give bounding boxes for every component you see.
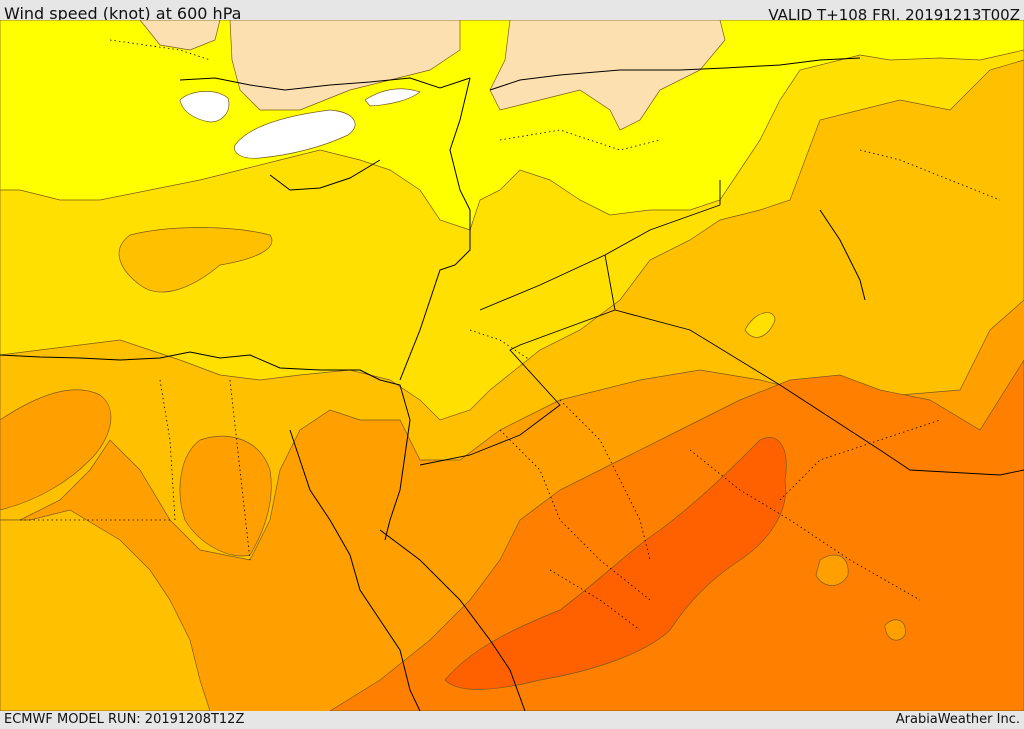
- field-peach-1: [229, 20, 461, 111]
- field-orange-west: [0, 389, 112, 511]
- field-orange-island-2: [884, 619, 906, 641]
- model-run: ECMWF MODEL RUN: 20191208T12Z: [4, 712, 245, 727]
- field-peach-3: [139, 20, 221, 51]
- wind-speed-map: [0, 20, 1024, 711]
- field-peach-2: [489, 20, 726, 131]
- field-gold-island: [744, 312, 776, 338]
- credit: ArabiaWeather Inc.: [895, 712, 1020, 727]
- field-orange-egypt: [179, 436, 272, 557]
- map-footer: ECMWF MODEL RUN: 20191208T12Z ArabiaWeat…: [0, 711, 1024, 729]
- field-white-2: [234, 109, 356, 159]
- coastlines: [0, 57, 866, 711]
- map-title: Wind speed (knot) at 600 hPa: [4, 4, 242, 23]
- map-header: Wind speed (knot) at 600 hPa VALID T+108…: [0, 0, 1024, 24]
- province-borders: [20, 39, 1001, 631]
- field-amber-blob: [118, 227, 273, 293]
- field-white-3: [364, 88, 421, 107]
- country-borders: [419, 180, 1024, 476]
- field-white-1: [179, 91, 230, 123]
- valid-time: VALID T+108 FRI. 20191213T00Z: [768, 6, 1020, 24]
- field-amber-sw: [0, 509, 211, 711]
- field-red-orange: [444, 437, 787, 690]
- field-orange-island-1: [815, 554, 849, 586]
